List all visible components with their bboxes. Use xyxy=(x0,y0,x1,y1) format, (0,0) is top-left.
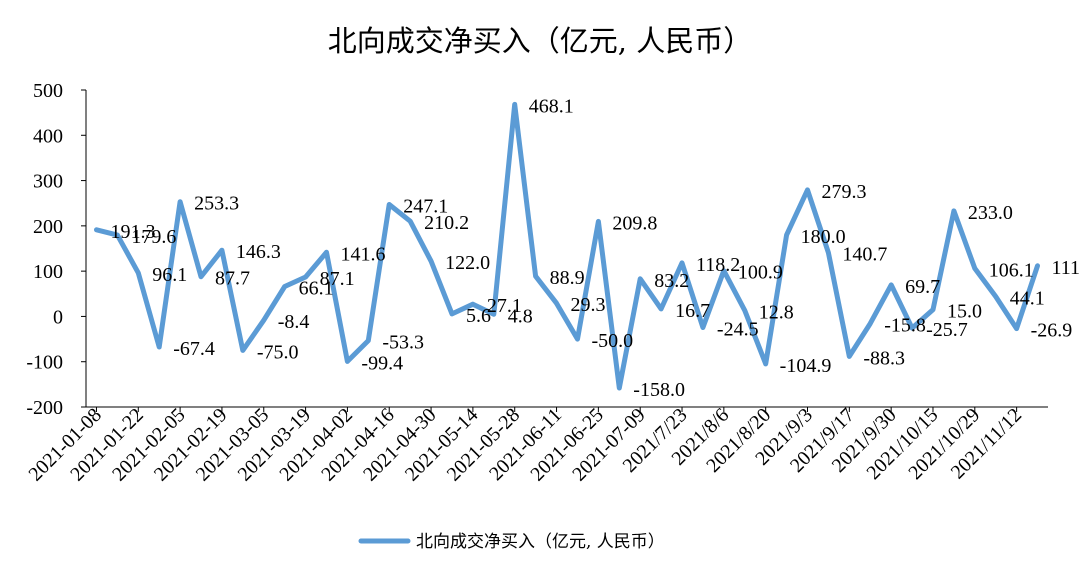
data-label: -50.0 xyxy=(591,330,633,352)
data-label: -104.9 xyxy=(780,355,832,377)
data-label: 146.3 xyxy=(236,241,281,263)
data-label: 5.6 xyxy=(466,305,491,327)
data-label: 118.2 xyxy=(696,254,740,276)
y-tick-label: -100 xyxy=(26,352,63,374)
data-label: 27.1 xyxy=(487,295,522,317)
data-label: 44.1 xyxy=(1010,287,1045,309)
data-label: -15.8 xyxy=(884,315,926,337)
y-tick-label: 400 xyxy=(33,125,63,147)
data-label: 179.6 xyxy=(131,226,176,248)
data-label: 209.8 xyxy=(612,212,657,234)
data-label: 247.1 xyxy=(403,196,448,218)
data-label: -67.4 xyxy=(173,338,215,360)
data-label: 100.9 xyxy=(738,262,783,284)
data-label: 468.1 xyxy=(529,95,574,117)
data-label: -75.0 xyxy=(257,341,299,363)
data-label: -25.7 xyxy=(926,319,968,341)
y-tick-label: 100 xyxy=(33,261,63,283)
data-label: 15.0 xyxy=(947,301,982,323)
data-label: -24.5 xyxy=(717,319,759,341)
data-label: -53.3 xyxy=(382,332,424,354)
data-label: 69.7 xyxy=(905,276,940,298)
y-tick-label: -200 xyxy=(26,397,63,419)
y-tick-label: 500 xyxy=(33,80,63,102)
data-label: 233.0 xyxy=(968,202,1013,224)
axes xyxy=(85,90,1048,408)
y-axis-ticks: -200 -100 0 100 200 300 400 500 xyxy=(26,80,86,419)
data-label: 106.1 xyxy=(989,259,1034,281)
chart-title: 北向成交净买入（亿元, 人民币） xyxy=(328,24,752,58)
data-label: 141.6 xyxy=(341,243,386,265)
data-label: 83.2 xyxy=(654,270,689,292)
data-label: 140.7 xyxy=(842,244,887,266)
data-label: -99.4 xyxy=(361,352,403,374)
data-label: -8.4 xyxy=(278,311,310,333)
data-label: 12.8 xyxy=(759,302,794,324)
data-label: -88.3 xyxy=(863,347,905,369)
y-tick-label: 300 xyxy=(33,171,63,193)
data-label: 111.8 xyxy=(1052,257,1080,279)
legend: 北向成交净买入（亿元, 人民币） xyxy=(358,532,665,552)
data-label: -158.0 xyxy=(633,379,685,401)
data-label: 4.8 xyxy=(508,305,533,327)
x-axis-ticks: 2021-01-082021-01-222021-02-052021-02-19… xyxy=(24,404,1026,486)
data-label: 29.3 xyxy=(571,294,606,316)
data-label: 122.0 xyxy=(445,252,490,274)
data-label: 210.2 xyxy=(424,212,469,234)
data-label: 180.0 xyxy=(801,226,846,248)
data-label: 87.1 xyxy=(320,268,355,290)
data-label: 16.7 xyxy=(675,300,710,322)
data-label: 87.7 xyxy=(215,268,250,290)
data-label: 253.3 xyxy=(194,193,239,215)
y-tick-label: 200 xyxy=(33,216,63,238)
data-label: 88.9 xyxy=(550,267,585,289)
y-tick-label: 0 xyxy=(53,306,63,328)
data-label: 66.1 xyxy=(299,277,334,299)
data-label: 279.3 xyxy=(822,181,867,203)
data-label: 96.1 xyxy=(152,264,187,286)
data-label: -26.9 xyxy=(1031,320,1073,342)
series-line xyxy=(94,101,1040,391)
data-label: 191.3 xyxy=(110,221,155,243)
legend-label: 北向成交净买入（亿元, 人民币） xyxy=(416,532,665,552)
series-layer xyxy=(94,101,1040,391)
